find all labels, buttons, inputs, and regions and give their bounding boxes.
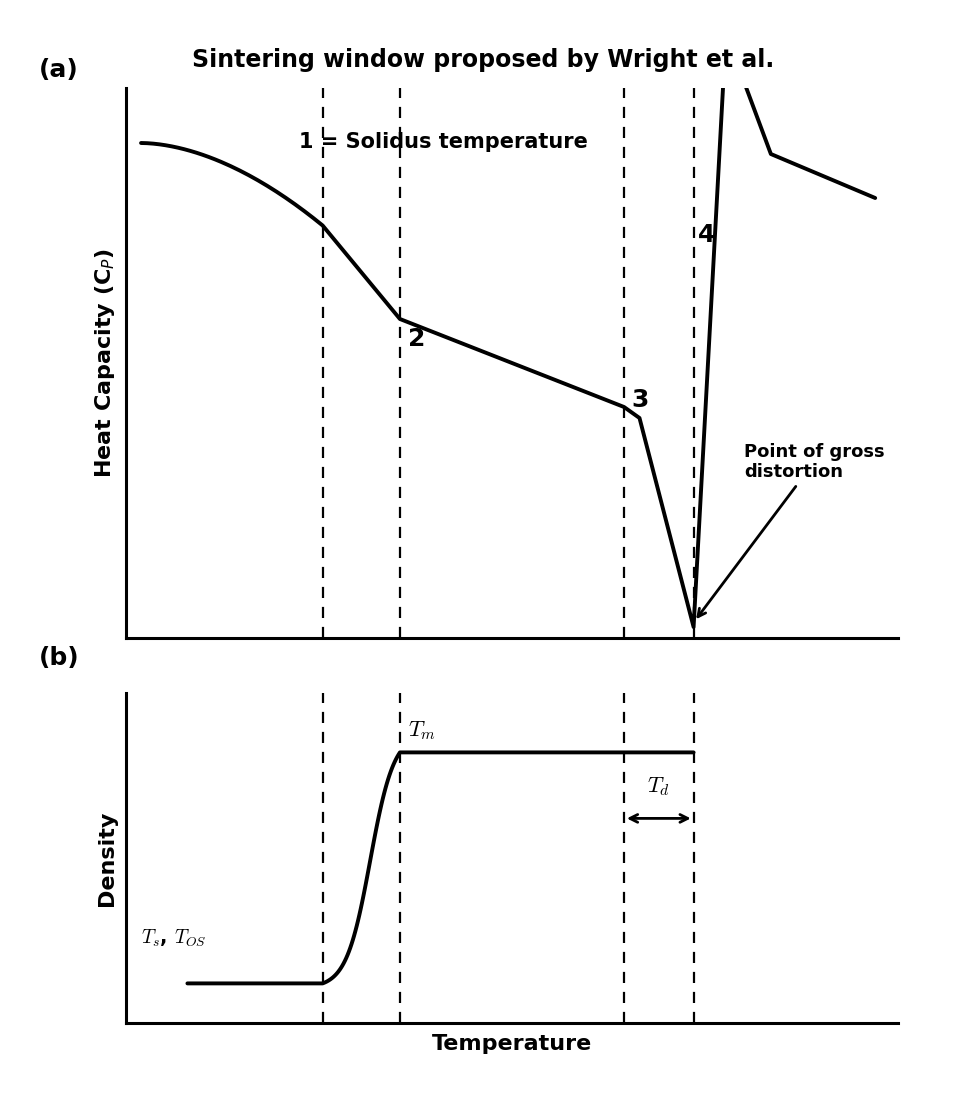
X-axis label: Temperature: Temperature [432,1034,592,1054]
Text: (b): (b) [39,647,79,671]
Text: 3: 3 [632,388,649,412]
Text: 1 = Solidus temperature: 1 = Solidus temperature [299,132,588,152]
Text: 4: 4 [697,223,715,248]
Text: $T_s$, $T_{OS}$: $T_s$, $T_{OS}$ [141,927,207,949]
Y-axis label: Density: Density [98,811,117,905]
Text: $T_m$: $T_m$ [408,719,436,741]
Text: (a): (a) [39,58,78,82]
Text: Sintering window proposed by Wright et al.: Sintering window proposed by Wright et a… [192,48,774,73]
Text: Point of gross
distortion: Point of gross distortion [697,442,885,617]
Text: 2: 2 [408,328,425,352]
Text: $T_d$: $T_d$ [647,776,670,798]
Y-axis label: Heat Capacity (C$_P$): Heat Capacity (C$_P$) [94,248,117,478]
